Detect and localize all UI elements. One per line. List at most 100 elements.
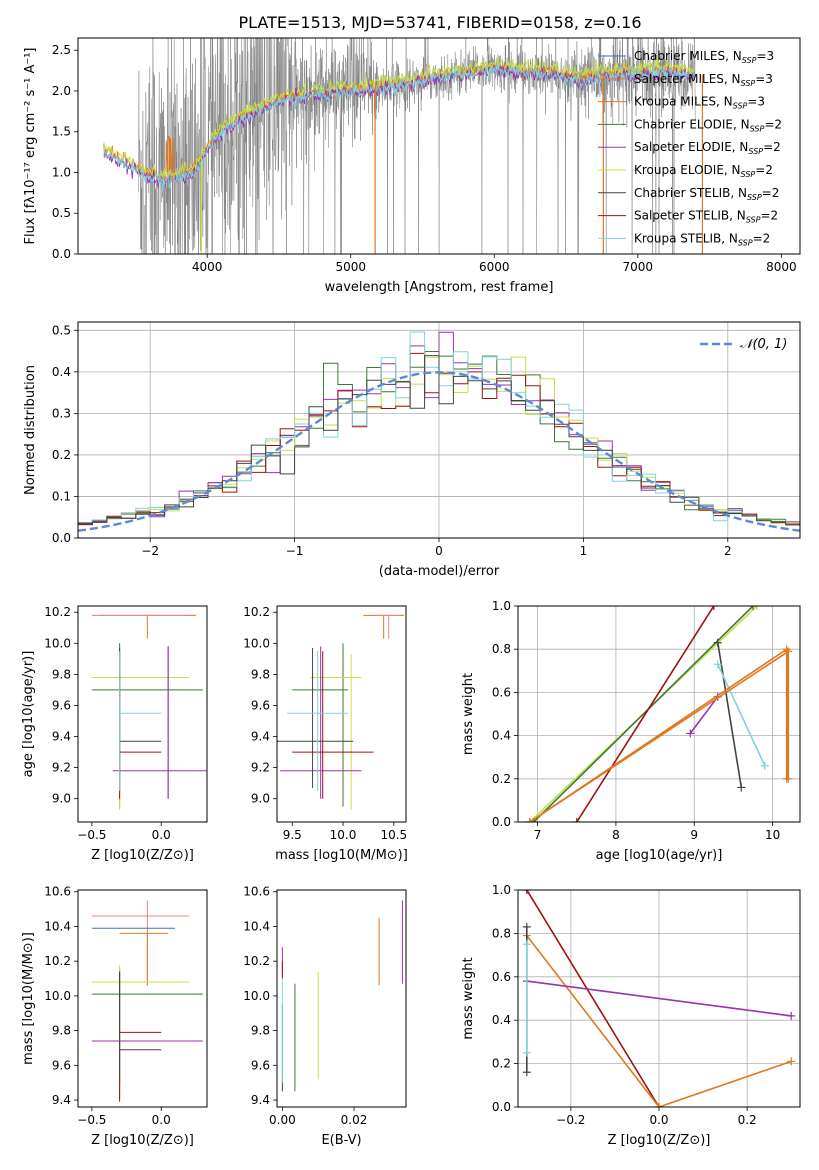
y-tick-label: 10.0 [44,636,71,650]
x-axis-label: E(B-V) [321,1133,361,1148]
y-tick-label: 10.2 [243,605,270,619]
legend-label: 𝒩(0, 1) [740,337,787,352]
y-tick-label: 9.6 [52,1058,71,1072]
axes-mass_weight_vs_age: 7 8 9 10 0.0 0.2 0.4 0.6 0.8 1.0 age [log10(age/yr… [461,599,801,863]
y-tick-label: 0.6 [492,970,511,984]
point-marker-chabrier_stelib [737,783,746,792]
axes-frame [77,37,801,255]
y-tick-label: 0.2 [52,448,71,462]
plot-area [281,900,403,1092]
x-tick-label: 0 [435,544,443,558]
y-tick-label: 1.0 [492,883,511,897]
axes-age_vs_Z: −0.5 0.0 9.0 9.2 9.4 9.6 9.8 10.0 10.2 Z [log10(Z… [21,605,208,863]
x-tick-label: 2 [724,544,732,558]
x-tick-label: 10 [765,828,780,842]
y-tick-label: 9.4 [251,730,270,744]
y-tick-label: 0.5 [52,206,71,220]
point-marker-kroupa_elodie [752,606,761,610]
legend-subscript: SSP [746,216,761,225]
y-tick-label: 0.0 [52,531,71,545]
legend-suffix: =2 [753,231,771,245]
point-marker-salpeter_elodie [686,729,695,738]
plot-area [103,38,703,254]
y-tick-label: 9.0 [52,792,71,806]
x-tick-label: 10.0 [330,828,357,842]
y-tick-label: 10.2 [243,954,270,968]
y-axis-label: Flux [fλ10⁻¹⁷ erg cm⁻² s⁻¹ A⁻¹] [23,48,38,245]
legend-label: Chabrier ELODIE, NSSP=2 [634,117,782,133]
y-tick-label: 9.8 [52,1024,71,1038]
axes-age_vs_mass: 9.5 10.0 10.5 9.0 9.2 9.4 9.6 9.8 10.0 10.2 mass [… [243,605,408,863]
x-tick-label: 7000 [623,260,654,274]
point-marker-chabrier_stelib [522,922,531,931]
legend-subscript: SSP [747,193,762,202]
axes-frame [77,889,208,1108]
x-axis-label: Z [log10(Z/Z⊙)] [91,1133,194,1148]
x-axis-label: Z [log10(Z/Z⊙)] [91,848,194,863]
y-tick-label: 0.8 [492,642,511,656]
point-marker-salpeter_elodie [787,1011,796,1020]
y-tick-label: 0.6 [492,685,511,699]
legend-suffix: =3 [747,95,765,109]
normal-distribution-curve [78,371,800,532]
axes-mass_vs_Z: −0.5 0.0 9.4 9.6 9.8 10.0 10.2 10.4 10.6 Z [log10… [21,885,208,1148]
axes-frame [517,605,801,823]
y-tick-label: 10.6 [44,885,71,899]
x-tick-label: 5000 [335,260,366,274]
y-tick-label: 9.8 [251,1024,270,1038]
point-marker-kroupa_stelib [522,1048,531,1057]
y-tick-label: 1.0 [492,599,511,613]
x-tick-label: 9 [690,828,698,842]
y-tick-label: 0.2 [492,1057,511,1071]
series-line-chabrier_elodie [533,606,754,822]
legend-suffix: =3 [755,72,773,86]
y-tick-label: 0.4 [492,1013,511,1027]
legend-subscript: SSP [738,238,753,247]
legend-suffix: =3 [756,49,774,63]
x-tick-label: 0.02 [341,1113,368,1127]
plot-area [78,331,800,532]
x-tick-label: 9.5 [283,828,302,842]
x-tick-label: 0.0 [152,828,171,842]
y-tick-label: 10.6 [243,885,270,899]
legend-suffix: =2 [764,117,782,131]
legend-subscript: SSP [733,102,748,111]
plot-area [522,890,796,1107]
series-line-kroupa_miles [529,649,790,822]
point-marker-chabrier_elodie [749,606,757,610]
series-line-salpeter_miles [526,935,792,1107]
model-spectrum-kroupa_stelib [103,63,696,192]
series-line-chabrier_stelib [717,642,743,788]
y-tick-label: 0.4 [492,729,511,743]
point-marker-salpeter_stelib [522,890,531,894]
x-tick-label: 8 [612,828,620,842]
point-marker-kroupa_miles [784,647,793,656]
x-tick-label: 0.0 [152,1113,171,1127]
legend-subscript: SSP [741,79,756,88]
series-line-salpeter_elodie [689,696,719,734]
y-tick-label: 0.4 [52,365,71,379]
legend-subscript: SSP [741,170,756,179]
plot-area [525,606,793,822]
y-tick-label: 9.2 [52,761,71,775]
y-tick-label: 2.5 [52,43,71,57]
x-axis-label: mass [log10(M/M⊙)] [275,848,408,863]
legend-label: Salpeter ELODIE, NSSP=2 [634,140,781,156]
y-tick-label: 9.4 [251,1093,270,1107]
legend-label: Kroupa ELODIE, NSSP=2 [634,163,773,179]
plot-area [277,614,404,810]
x-tick-label: 0.0 [649,1113,668,1127]
y-tick-label: 9.6 [251,698,270,712]
point-marker-chabrier_stelib [522,1068,531,1077]
y-tick-label: 10.4 [44,919,71,933]
axes-frame [77,321,801,539]
legend-suffix: =2 [760,209,778,223]
y-tick-label: 9.8 [251,667,270,681]
series-line-salpeter_stelib [576,606,715,822]
series-line-kroupa_stelib [717,663,766,767]
point-marker-salpeter_stelib [709,606,718,610]
y-tick-label: 10.0 [243,636,270,650]
y-tick-label: 0.5 [52,323,71,337]
point-marker-kroupa_stelib [522,940,531,949]
